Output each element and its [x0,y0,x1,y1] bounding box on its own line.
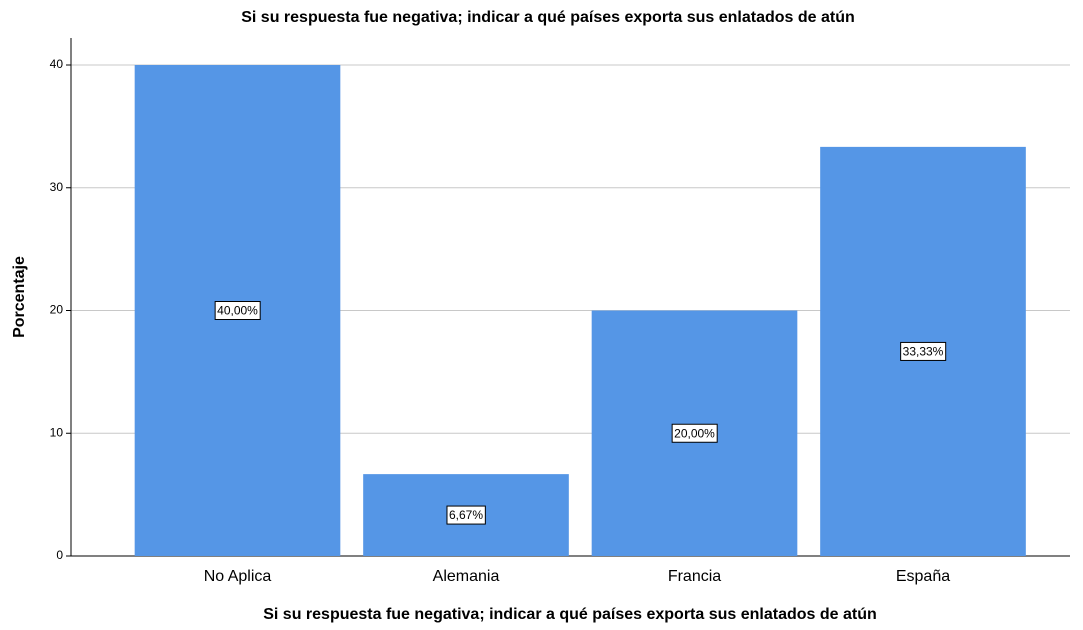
y-tick-label: 40 [50,57,64,71]
x-tick-label: España [896,568,950,585]
value-label: 6,67% [449,508,483,522]
x-axis-label: Si su respuesta fue negativa; indicar a … [263,606,877,623]
value-label-box [671,423,718,443]
value-label-box [446,505,486,525]
value-label: 33,33% [903,345,944,359]
y-tick-label: 0 [56,548,63,562]
value-label: 40,00% [217,304,258,318]
y-tick-label: 20 [50,303,64,317]
y-tick-label: 10 [50,425,64,439]
x-tick-label: Alemania [433,568,500,585]
chart-title: Si su respuesta fue negativa; indicar a … [241,9,855,26]
value-label: 20,00% [674,426,715,440]
value-label-box [214,301,261,321]
x-tick-label: Francia [668,568,721,585]
y-tick-label: 30 [50,180,64,194]
value-label-box [900,341,947,361]
y-axis-label: Porcentaje [11,256,28,338]
x-tick-label: No Aplica [204,568,272,585]
